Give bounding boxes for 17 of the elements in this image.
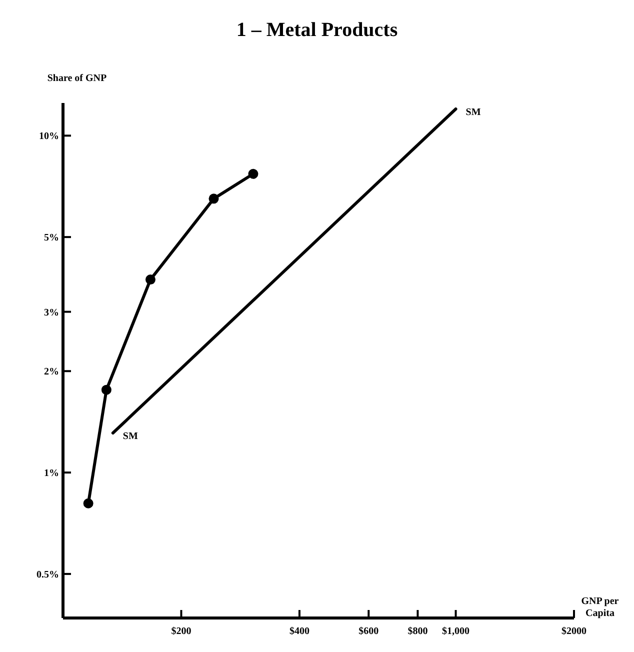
x-tick-label: $2000 (562, 626, 586, 637)
x-tick-label: $1,000 (442, 626, 470, 637)
y-tick-label: 2% (44, 366, 59, 378)
x-tick-label: $800 (408, 626, 428, 637)
x-tick-label: $600 (358, 626, 379, 637)
annotation: SM (122, 431, 138, 442)
y-tick-label: 10% (39, 131, 59, 142)
x-tick-label: $200 (171, 626, 192, 637)
y-tick-label: 1% (44, 468, 59, 480)
annotation: SM (466, 106, 482, 118)
y-tick-label: 3% (44, 307, 59, 318)
y-tick-label: 5% (44, 232, 59, 244)
y-tick-label: 0.5% (36, 569, 59, 580)
chart-title: 1 – Metal Products (236, 19, 398, 41)
y-axis-title: Share of GNP (47, 73, 107, 84)
x-tick-label: $400 (289, 626, 310, 637)
x-axis-title: GNP per Capita (581, 596, 620, 619)
